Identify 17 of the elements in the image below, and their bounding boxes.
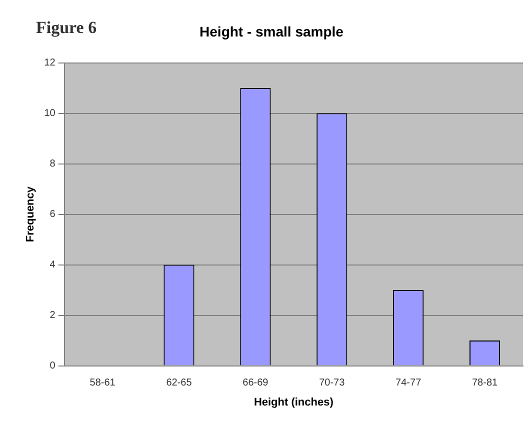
x-tick-label: 58-61 [90, 378, 116, 389]
y-tick-label: 2 [50, 310, 56, 322]
x-tick-label: 74-77 [396, 378, 422, 389]
x-axis-title: Height (inches) [254, 396, 334, 408]
x-tick-label: 62-65 [166, 378, 192, 389]
x-tick-label: 78-81 [472, 378, 498, 389]
caption: Figure 6 [36, 18, 97, 38]
y-tick-label: 12 [44, 58, 56, 69]
y-axis-title: Frequency [24, 186, 37, 242]
x-tick-label: 66-69 [242, 378, 269, 389]
y-tick-label: 0 [50, 360, 56, 372]
chart-title: Height - small sample [200, 23, 344, 40]
y-tick-label: 10 [44, 108, 56, 120]
y-tick-label: 8 [50, 158, 56, 170]
y-tick-label: 4 [50, 260, 56, 271]
x-tick-label: 70-73 [319, 378, 346, 389]
y-tick-label: 6 [50, 209, 56, 220]
